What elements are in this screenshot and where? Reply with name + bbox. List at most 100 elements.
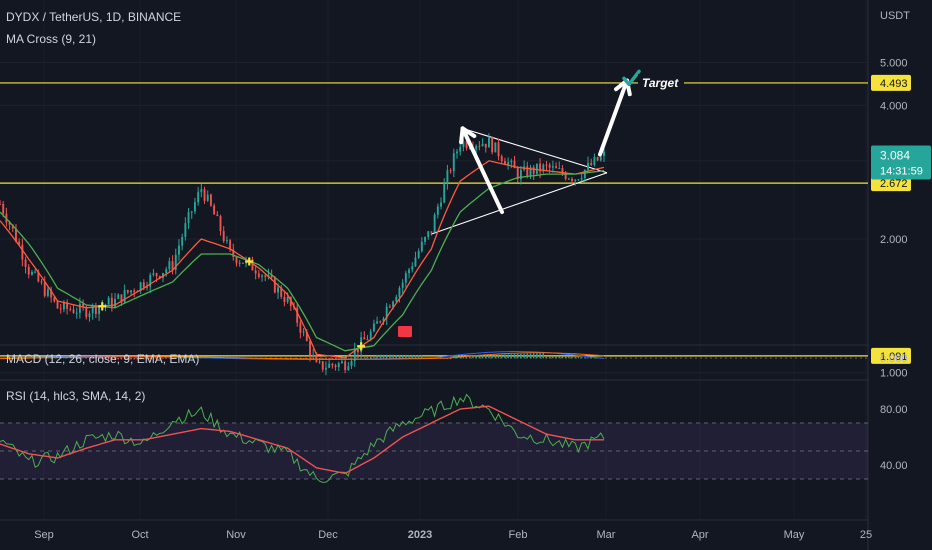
candle	[427, 231, 430, 238]
macd-bar	[481, 355, 484, 359]
macd-bar	[318, 358, 321, 360]
ma-slow-line	[0, 170, 605, 352]
macd-bar	[98, 358, 100, 359]
candle	[350, 360, 353, 367]
candle	[334, 365, 337, 368]
macd-signal-line	[0, 352, 605, 360]
countdown-label: 14:31:59	[880, 165, 923, 177]
macd-bar	[328, 358, 330, 359]
macd-bar	[590, 357, 592, 359]
macd-bar	[370, 357, 372, 359]
macd-bar	[363, 357, 366, 359]
candle	[542, 164, 545, 172]
candle	[277, 287, 279, 293]
candle	[539, 163, 542, 172]
time-tick-label: Oct	[131, 529, 148, 541]
candles	[0, 133, 605, 376]
cross-markers	[98, 257, 366, 351]
macd-bar	[325, 358, 327, 360]
macd-bar	[123, 358, 126, 360]
candle	[385, 306, 388, 319]
axes: 5.0004.0003.0002.0001.0004.4932.6721.091…	[34, 0, 932, 550]
macd-bar	[130, 358, 132, 360]
candle	[273, 277, 276, 293]
rsi-tick-label: 40.00	[880, 460, 908, 472]
candle	[436, 206, 439, 215]
candle	[494, 142, 497, 153]
candle	[395, 296, 398, 302]
macd-label[interactable]: MACD (12, 26, close, 9, EMA, EMA)	[6, 352, 200, 366]
candle	[184, 223, 187, 237]
ma-fast-line	[0, 160, 605, 359]
candle	[98, 307, 101, 315]
macd-bar	[411, 355, 413, 359]
macd-bar	[366, 357, 369, 359]
candle	[72, 309, 75, 313]
candle	[85, 306, 88, 318]
macd-bar	[488, 355, 490, 359]
candle	[318, 361, 321, 363]
rsi-ma-line	[0, 405, 604, 475]
macd-bar	[584, 357, 586, 359]
time-tick-label: 25	[860, 529, 872, 541]
macd-bar	[542, 353, 544, 359]
price-tick-label: 2.000	[880, 234, 908, 246]
candle	[174, 254, 177, 270]
candle	[78, 303, 81, 313]
candle	[478, 145, 481, 147]
macd-bar	[334, 358, 337, 359]
macd-bar	[159, 358, 161, 359]
candle	[535, 163, 538, 174]
candle	[123, 290, 126, 303]
candle	[353, 349, 356, 361]
macd-bar	[382, 354, 385, 359]
candle	[120, 294, 123, 303]
candle	[404, 273, 407, 283]
horizontal-levels	[0, 82, 868, 357]
candle	[94, 305, 97, 315]
candle	[599, 155, 602, 161]
candle	[401, 282, 404, 288]
indicator-label[interactable]: MA Cross (9, 21)	[6, 32, 97, 46]
candle	[206, 194, 209, 201]
candle	[372, 323, 375, 332]
target-label: Target	[642, 76, 679, 90]
candle	[344, 361, 347, 371]
candle	[257, 273, 260, 277]
arrows: Target	[398, 69, 684, 337]
macd-bar	[139, 358, 142, 360]
macd-bar	[421, 355, 423, 359]
cross-marker	[357, 342, 366, 351]
candle	[241, 262, 244, 264]
candle	[11, 224, 14, 229]
candle	[190, 211, 193, 213]
candle	[15, 228, 17, 242]
cross-marker	[98, 302, 107, 311]
macd-bar	[564, 356, 567, 359]
candle	[411, 266, 414, 270]
macd-bar	[75, 357, 78, 359]
candle	[181, 236, 184, 246]
macd-bar	[555, 356, 557, 359]
candle	[574, 179, 577, 181]
candle	[590, 162, 593, 165]
macd-bar	[510, 354, 513, 359]
candle	[507, 162, 510, 165]
rsi-label[interactable]: RSI (14, hlc3, SMA, 14, 2)	[6, 389, 146, 403]
candle	[165, 269, 168, 274]
target-label-bg	[638, 73, 684, 90]
current-price-tag	[871, 145, 931, 180]
macd-bar	[162, 358, 164, 359]
candle	[356, 349, 359, 353]
macd-bar	[414, 355, 417, 359]
candle	[369, 331, 372, 340]
candle	[270, 274, 273, 278]
candle	[516, 168, 519, 180]
macd-bar	[417, 355, 420, 359]
candle	[382, 318, 385, 322]
candle	[347, 366, 350, 371]
candle	[500, 156, 503, 162]
macd-bar	[72, 357, 75, 359]
candle	[232, 249, 235, 257]
